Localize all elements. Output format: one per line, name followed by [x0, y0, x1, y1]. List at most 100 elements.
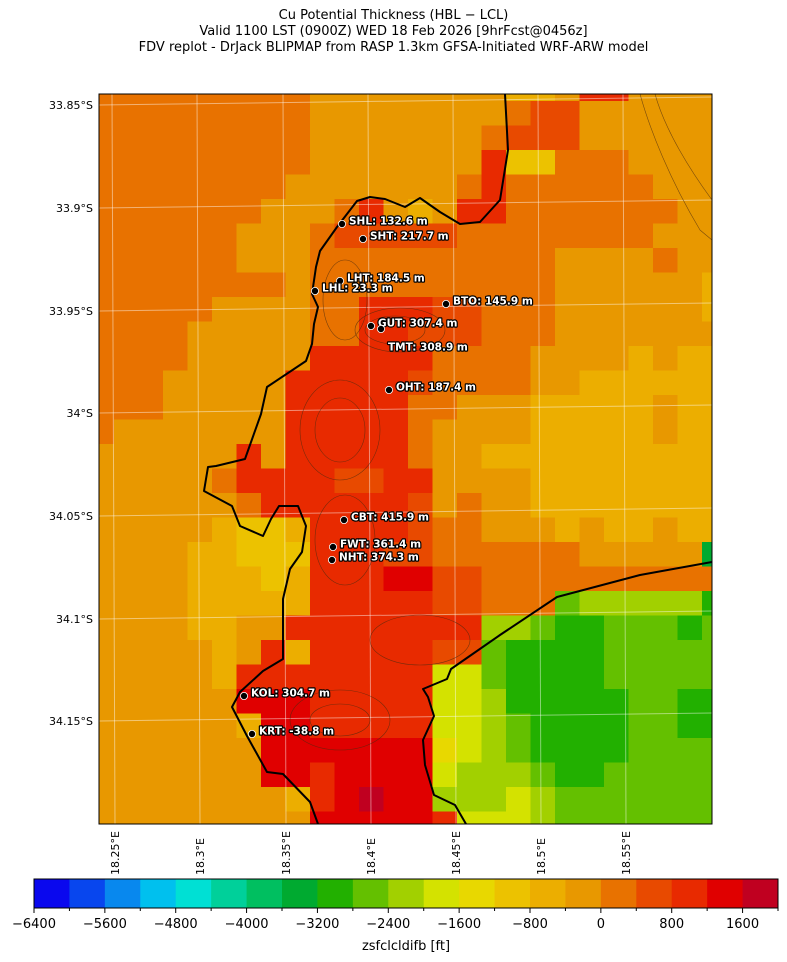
field-cell: [99, 395, 115, 421]
station[interactable]: FWT: 361.4 m: [328, 537, 422, 552]
field-cell: [310, 517, 336, 543]
field-cell: [506, 517, 532, 543]
station[interactable]: NHT: 374.3 m: [327, 550, 420, 565]
field-cell: [628, 321, 654, 347]
field-cell: [99, 272, 115, 298]
station[interactable]: LHL: 23.3 m: [310, 281, 394, 296]
field-cell: [702, 321, 712, 347]
field-cell: [383, 321, 409, 347]
field-cell: [163, 444, 189, 470]
station[interactable]: CBT: 415.9 m: [339, 510, 430, 525]
field-cell: [383, 125, 409, 151]
field-cell: [236, 591, 262, 617]
field-cell: [481, 101, 507, 127]
field-cell: [628, 395, 654, 421]
colorbar-bin: [388, 879, 425, 908]
field-cell: [383, 174, 409, 200]
station[interactable]: KOL: 304.7 m: [239, 686, 331, 701]
field-cell: [457, 297, 483, 323]
field-cell: [212, 762, 238, 788]
field-cell: [408, 811, 434, 824]
field-cell: [212, 321, 238, 347]
field-cell: [285, 615, 311, 641]
field-cell: [408, 370, 434, 396]
longitude-label: 18.35°E: [280, 831, 293, 875]
station[interactable]: BTO: 145.9 m: [441, 294, 534, 309]
colorbar-tick-label: 0: [597, 917, 605, 932]
field-cell: [163, 664, 189, 690]
latitude-label: 34.1°S: [56, 613, 93, 626]
station-label: CBT: 415.9 m: [351, 512, 429, 524]
field-cell: [481, 542, 507, 568]
field-cell: [677, 223, 703, 249]
field-cell: [530, 664, 556, 690]
field-cell: [506, 811, 532, 824]
field-cell: [285, 713, 311, 739]
field-cell: [677, 174, 703, 200]
field-cell: [457, 94, 483, 102]
colorbar-tick-label: −4000: [225, 917, 269, 932]
field-cell: [432, 689, 458, 715]
field-cell: [383, 395, 409, 421]
field-cell: [677, 272, 703, 298]
station[interactable]: SHL: 132.6 m: [337, 214, 429, 229]
field-cell: [285, 321, 311, 347]
colorbar-bin: [671, 879, 708, 908]
field-cell: [702, 248, 712, 274]
colorbar-tick-label: −3200: [295, 917, 339, 932]
field-cell: [359, 346, 385, 372]
field-cell: [163, 713, 189, 739]
field-cell: [408, 444, 434, 470]
field-cell: [579, 664, 605, 690]
field-cell: [212, 150, 238, 176]
field-cell: [432, 664, 458, 690]
field-cell: [310, 762, 336, 788]
field-cell: [310, 101, 336, 127]
latitude-label: 34.15°S: [49, 715, 93, 728]
field-cell: [530, 272, 556, 298]
field-cell: [261, 664, 287, 690]
field-cell: [408, 94, 434, 102]
station-markers: SHL: 132.6 m SHT: 217.7 m LHT: 184.5 mLHL:…: [239, 214, 534, 739]
field-cells: [99, 94, 712, 824]
field-cell: [481, 713, 507, 739]
station[interactable]: GUT: 307.4 m: [366, 316, 459, 331]
field-cell: [506, 199, 532, 225]
station-dot: [441, 299, 450, 308]
longitude-gridline: [196, 94, 201, 824]
field-cell: [408, 174, 434, 200]
field-cell: [408, 640, 434, 666]
field-cell: [604, 542, 630, 568]
field-cell: [334, 174, 360, 200]
field-cell: [383, 811, 409, 824]
field-cell: [138, 150, 164, 176]
station-dot: [358, 234, 367, 243]
field-cell: [604, 738, 630, 764]
field-cell: [236, 493, 262, 519]
field-cell: [702, 664, 712, 690]
colorbar-tick-label: −5600: [83, 917, 127, 932]
field-cell: [138, 272, 164, 298]
field-cell: [628, 689, 654, 715]
field-cell: [236, 370, 262, 396]
station[interactable]: TMT: 308.9 m: [376, 324, 469, 355]
field-cell: [702, 787, 712, 813]
station[interactable]: LHT: 184.5 m: [335, 271, 426, 286]
field-cell: [114, 811, 140, 824]
field-cell: [457, 370, 483, 396]
field-cell: [114, 444, 140, 470]
station[interactable]: OHT: 187.4 m: [384, 380, 477, 395]
field-cell: [163, 517, 189, 543]
field-cell: [604, 150, 630, 176]
field-cell: [359, 94, 385, 102]
field-cell: [138, 468, 164, 494]
field-cell: [285, 199, 311, 225]
field-cell: [187, 468, 213, 494]
station-label: OHT: 187.4 m: [396, 382, 476, 394]
field-cell: [506, 150, 532, 176]
station[interactable]: KRT: -38.8 m: [247, 724, 335, 739]
station[interactable]: SHT: 217.7 m: [358, 229, 450, 244]
field-cell: [530, 199, 556, 225]
field-cell: [555, 395, 581, 421]
field-cell: [530, 248, 556, 274]
